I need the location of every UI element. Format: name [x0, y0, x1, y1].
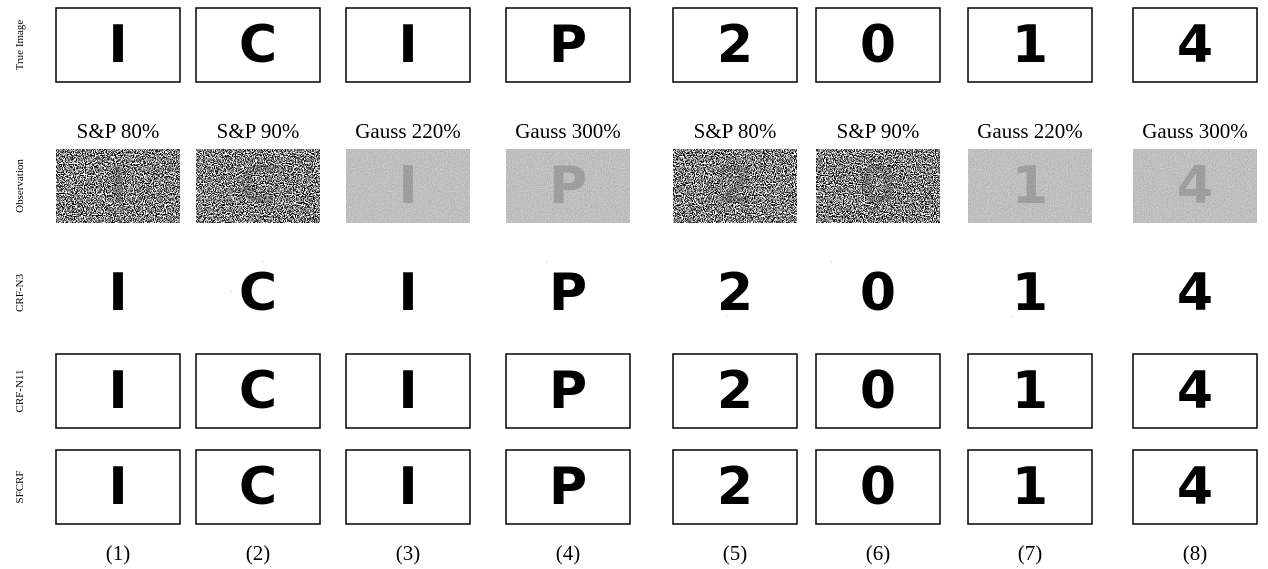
crf-n3-glyph: I [398, 263, 417, 323]
crf-n3-glyph: P [549, 263, 587, 323]
crf-n11-glyph: 4 [1177, 361, 1213, 421]
true-glyph: 1 [1012, 15, 1048, 75]
crf-n3-glyph: C [239, 263, 277, 323]
crf-n3-glyph: 2 [717, 263, 753, 323]
column-number: (1) [106, 541, 131, 565]
sfcrf-glyph: 1 [1012, 457, 1048, 517]
observation-glyph: C [239, 156, 277, 216]
true-glyph: 4 [1177, 15, 1213, 75]
row-label: SFCRF [14, 470, 26, 503]
crf-n11-glyph: I [398, 361, 417, 421]
true-glyph: I [398, 15, 417, 75]
observation-glyph: 4 [1177, 156, 1213, 216]
crf-n11-glyph: 0 [860, 361, 896, 421]
true-glyph: P [549, 15, 587, 75]
figure: True Image Observation CRF-N3 CRF-N11 SFCRF I… [0, 0, 1268, 569]
true-glyph: I [108, 15, 127, 75]
observation-glyph: 2 [717, 156, 753, 216]
observation-glyph: P [549, 156, 587, 216]
observation-glyph: I [108, 156, 127, 216]
column-number: (2) [246, 541, 271, 565]
column-number: (5) [723, 541, 748, 565]
column-number: (3) [396, 541, 421, 565]
column-number: (7) [1018, 541, 1043, 565]
noise-label: S&P 90% [217, 119, 300, 143]
crf-n11-glyph: C [239, 361, 277, 421]
crf-n3-glyph: 4 [1177, 263, 1213, 323]
sfcrf-glyph: 0 [860, 457, 896, 517]
sfcrf-glyph: P [549, 457, 587, 517]
row-label: True Image [14, 20, 26, 71]
crf-n11-glyph: 1 [1012, 361, 1048, 421]
true-glyph: 0 [860, 15, 896, 75]
noise-label: Gauss 220% [355, 119, 461, 143]
noise-label: S&P 80% [694, 119, 777, 143]
crf-n3-glyph: 0 [860, 263, 896, 323]
column-number: (4) [556, 541, 581, 565]
noise-label: Gauss 300% [1142, 119, 1248, 143]
row-label: CRF-N11 [14, 370, 26, 413]
observation-glyph: 1 [1012, 156, 1048, 216]
observation-glyph: I [398, 156, 417, 216]
sfcrf-glyph: 4 [1177, 457, 1213, 517]
noise-label: S&P 90% [837, 119, 920, 143]
crf-n11-glyph: I [108, 361, 127, 421]
crf-n3-glyph: I [108, 263, 127, 323]
row-label: CRF-N3 [14, 274, 26, 312]
column-number: (8) [1183, 541, 1208, 565]
sfcrf-glyph: I [108, 457, 127, 517]
crf-n3-glyph: 1 [1012, 263, 1048, 323]
noise-label: S&P 80% [77, 119, 160, 143]
true-glyph: C [239, 15, 277, 75]
crf-n11-glyph: 2 [717, 361, 753, 421]
sfcrf-glyph: C [239, 457, 277, 517]
row-label: Observation [14, 159, 26, 213]
observation-glyph: 0 [860, 156, 896, 216]
noise-label: Gauss 300% [515, 119, 621, 143]
sfcrf-glyph: 2 [717, 457, 753, 517]
crf-n11-glyph: P [549, 361, 587, 421]
noise-label: Gauss 220% [977, 119, 1083, 143]
column-number: (6) [866, 541, 891, 565]
sfcrf-glyph: I [398, 457, 417, 517]
true-glyph: 2 [717, 15, 753, 75]
